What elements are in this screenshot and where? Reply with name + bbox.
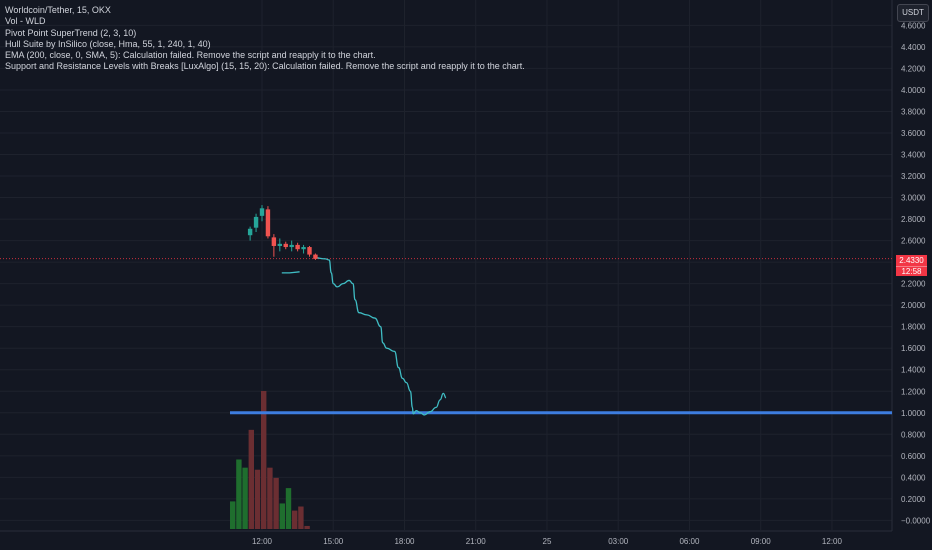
candle-body xyxy=(277,243,283,246)
y-tick-label: 2.8000 xyxy=(901,215,926,224)
y-tick-label: 1.6000 xyxy=(901,344,926,353)
y-tick-label: 3.4000 xyxy=(901,151,926,160)
y-tick-label: 0.2000 xyxy=(901,495,926,504)
y-tick-label: 0.6000 xyxy=(901,452,926,461)
y-tick-label: 1.0000 xyxy=(901,409,926,418)
last-price-value: 2.4330 xyxy=(899,256,924,265)
volume-bar xyxy=(261,391,267,529)
y-tick-label: 3.6000 xyxy=(901,129,926,138)
candle xyxy=(277,238,283,252)
y-tick-label: 2.6000 xyxy=(901,237,926,246)
candle xyxy=(301,244,306,254)
volume-bar xyxy=(273,477,279,529)
x-tick-label: 06:00 xyxy=(679,537,700,546)
x-tick-label: 15:00 xyxy=(323,537,344,546)
candle xyxy=(271,234,277,257)
candle-body xyxy=(313,254,318,259)
bar-countdown: 12:58 xyxy=(896,266,927,277)
y-tick-label: 4.0000 xyxy=(901,86,926,95)
candle-body xyxy=(265,209,271,237)
y-tick-label: −0.0000 xyxy=(901,516,931,525)
indicator-pivot-supertrend[interactable]: Pivot Point SuperTrend (2, 3, 10) xyxy=(5,27,137,38)
y-tick-label: 4.2000 xyxy=(901,64,926,73)
volume-bar xyxy=(292,510,298,529)
candle xyxy=(253,213,259,232)
volume-bar xyxy=(298,506,304,529)
y-tick-label: 0.4000 xyxy=(901,473,926,482)
volume-bar xyxy=(242,467,248,529)
indicator-support-resistance[interactable]: Support and Resistance Levels with Break… xyxy=(5,61,525,72)
candle xyxy=(247,226,253,241)
hull-segment xyxy=(281,271,300,274)
y-tick-label: 3.8000 xyxy=(901,107,926,116)
volume-bar xyxy=(304,525,310,529)
y-tick-label: 4.6000 xyxy=(901,21,926,30)
y-tick-label: 3.2000 xyxy=(901,172,926,181)
candle xyxy=(313,253,318,260)
last-price-badge: 2.4330 12:58 xyxy=(896,255,927,276)
y-tick-label: 1.4000 xyxy=(901,366,926,375)
candle-body xyxy=(307,247,312,255)
y-tick-label: 3.0000 xyxy=(901,194,926,203)
candle xyxy=(283,241,288,250)
y-tick-label: 1.2000 xyxy=(901,387,926,396)
candle-body xyxy=(289,244,294,248)
x-tick-label: 12:00 xyxy=(252,537,273,546)
volume-bar xyxy=(254,469,261,529)
x-tick-label: 21:00 xyxy=(466,537,487,546)
x-tick-label: 09:00 xyxy=(751,537,772,546)
candle xyxy=(307,245,312,257)
y-tick-label: 4.4000 xyxy=(901,43,926,52)
y-tick-label: 0.8000 xyxy=(901,430,926,439)
candle-body xyxy=(253,216,259,228)
y-tick-label: 2.2000 xyxy=(901,280,926,289)
candle xyxy=(289,240,294,252)
candle xyxy=(295,242,300,252)
candle-body xyxy=(271,237,277,246)
volume-bar xyxy=(248,429,254,529)
volume-bar xyxy=(285,488,292,529)
volume-bar xyxy=(279,503,285,529)
x-tick-label: 25 xyxy=(543,537,552,546)
symbol-title[interactable]: Worldcoin/Tether, 15, OKX xyxy=(5,5,111,15)
candle-body xyxy=(259,208,265,216)
hull-line xyxy=(315,257,447,416)
y-tick-label: 2.0000 xyxy=(901,301,926,310)
currency-button[interactable]: USDT xyxy=(897,4,929,22)
indicator-legend: Worldcoin/Tether, 15, OKX Vol - WLD Pivo… xyxy=(5,5,525,73)
indicator-hull-suite[interactable]: Hull Suite by InSilico (close, Hma, 55, … xyxy=(5,38,211,49)
candle-body xyxy=(247,228,253,236)
volume-bar xyxy=(236,459,242,529)
candle-body xyxy=(295,244,300,250)
volume-bar xyxy=(230,501,236,529)
y-tick-label: 1.8000 xyxy=(901,323,926,332)
candle-body xyxy=(301,247,306,250)
x-tick-label: 18:00 xyxy=(394,537,415,546)
candle-body xyxy=(283,243,288,248)
candle xyxy=(259,205,265,222)
x-tick-label: 03:00 xyxy=(608,537,629,546)
volume-bar xyxy=(267,467,273,529)
indicator-ema[interactable]: EMA (200, close, 0, SMA, 5): Calculation… xyxy=(5,50,376,61)
candle xyxy=(265,206,271,239)
indicator-volume[interactable]: Vol - WLD xyxy=(5,16,46,27)
x-tick-label: 12:00 xyxy=(822,537,843,546)
